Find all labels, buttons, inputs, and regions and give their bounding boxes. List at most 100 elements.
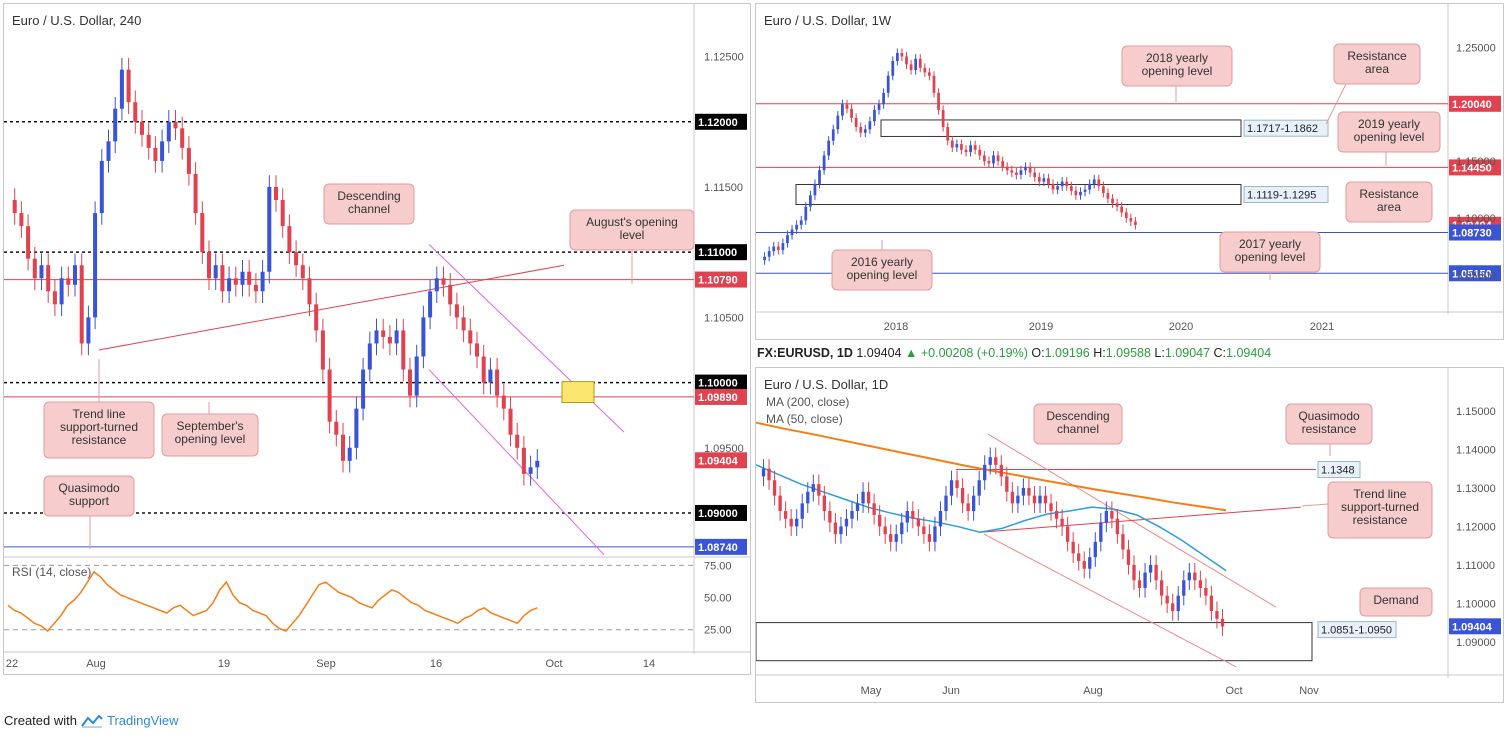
- weekly-callout-2018-box: [1121, 45, 1233, 87]
- daily-chart-svg[interactable]: 1.15000 1.14000 1.13000 1.12000 1.11000 1.100…: [756, 368, 1503, 702]
- weekly-candle: [946, 127, 950, 141]
- h4-level-tag-bg: [695, 388, 747, 405]
- tradingview-brand[interactable]: TradingView: [106, 713, 179, 728]
- h4-level-tag-bg: [695, 113, 747, 130]
- h4-candle: [93, 213, 98, 318]
- weekly-candle: [996, 155, 1000, 162]
- h4-candle: [468, 330, 473, 344]
- daily-candle: [1154, 564, 1158, 581]
- weekly-candle: [909, 64, 913, 71]
- daily-candle: [1005, 476, 1009, 492]
- low-label: L:: [1154, 346, 1165, 360]
- weekly-candle: [987, 161, 991, 164]
- h4-candle: [401, 330, 406, 370]
- daily-y-tick: 1.10000: [1456, 598, 1496, 610]
- weekly-candle: [882, 92, 885, 105]
- daily-candle: [866, 491, 871, 504]
- daily-callout-trendline-box: [1327, 481, 1433, 539]
- h4-candle: [535, 460, 540, 468]
- h4-candle: [26, 226, 31, 259]
- h4-candle: [193, 173, 198, 214]
- h4-candle: [461, 317, 466, 331]
- daily-x-tick: May: [861, 685, 882, 697]
- weekly-level-tag: 1.05150: [1452, 268, 1492, 280]
- weekly-candle: [790, 229, 794, 236]
- tradingview-logo-icon: [81, 714, 103, 728]
- h4-level-tag: 1.09890: [698, 392, 738, 404]
- h4-candle: [200, 213, 205, 253]
- weekly-candle: [886, 75, 890, 93]
- h4-chart-svg[interactable]: 1.12000 1.11000 1.10790 1.10000 1.09890 1.090…: [4, 4, 750, 674]
- weekly-x-tick: 2018: [884, 321, 908, 333]
- weekly-y-tick: 1.15000: [1456, 156, 1496, 168]
- daily-x-tick: Jun: [942, 685, 960, 697]
- h4-candle: [300, 265, 305, 279]
- weekly-candle: [895, 53, 899, 61]
- daily-demand-label: 1.0851-1.0950: [1321, 625, 1392, 637]
- h4-candle: [294, 252, 299, 266]
- daily-candle: [1021, 487, 1026, 496]
- daily-candle: [1165, 595, 1169, 604]
- daily-candle: [844, 518, 849, 527]
- weekly-candle: [1015, 172, 1018, 175]
- h4-candle: [206, 252, 212, 279]
- h4-candle: [126, 69, 131, 103]
- h4-callout-trendline-text: resistance: [72, 433, 127, 447]
- h4-x-tick: 22: [6, 658, 18, 670]
- h4-candle: [139, 121, 145, 135]
- h4-last-price-tag-bg: [695, 452, 747, 469]
- daily-candle: [1159, 580, 1164, 596]
- low-value: 1.09047: [1164, 346, 1211, 360]
- weekly-candle: [973, 145, 977, 150]
- weekly-candle: [992, 155, 995, 164]
- h4-candle: [273, 186, 279, 201]
- daily-candle: [938, 511, 943, 527]
- h4-level-tag-bg: [695, 374, 747, 391]
- h4-level-tag: 1.10000: [698, 378, 738, 390]
- daily-candle: [983, 464, 987, 481]
- daily-candle: [783, 511, 788, 519]
- h4-chart-panel[interactable]: 1.12000 1.11000 1.10790 1.10000 1.09890 1.090…: [3, 3, 751, 675]
- weekly-zone-label: 1.1717-1.1862: [1247, 123, 1318, 135]
- weekly-candle: [1115, 203, 1119, 207]
- daily-chart-panel[interactable]: 1.15000 1.14000 1.13000 1.12000 1.11000 1.100…: [755, 367, 1504, 703]
- weekly-candle: [863, 129, 867, 133]
- h4-candle: [354, 408, 359, 448]
- weekly-candle: [827, 140, 831, 156]
- weekly-candle: [859, 127, 863, 133]
- weekly-candle: [937, 92, 940, 110]
- weekly-callout-resistance-top-box: [1333, 43, 1421, 85]
- daily-x-tick: Oct: [1225, 685, 1242, 697]
- daily-candle: [822, 495, 827, 512]
- daily-candle: [772, 480, 777, 496]
- daily-demand-zone: [756, 622, 1313, 662]
- h4-candle: [113, 108, 118, 142]
- weekly-chart-panel[interactable]: 1.200401.144501.094041.087301.051501.250…: [755, 3, 1504, 340]
- daily-demand-label-bg: [1317, 621, 1397, 639]
- h4-y-tick: 1.09500: [704, 443, 744, 455]
- ma50-legend: MA (50, close): [766, 412, 843, 426]
- daily-x-tick: Aug: [1083, 685, 1103, 697]
- daily-y-tick: 1.14000: [1456, 444, 1496, 456]
- weekly-candle: [854, 117, 858, 128]
- daily-candle: [949, 480, 954, 496]
- weekly-candle: [767, 251, 771, 257]
- weekly-callout-2018-text: opening level: [1142, 64, 1213, 78]
- daily-candle: [1176, 595, 1180, 612]
- weekly-candle: [1047, 178, 1050, 184]
- daily-candle: [767, 468, 771, 481]
- weekly-chart-svg[interactable]: 1.200401.144501.094041.087301.051501.250…: [756, 4, 1503, 339]
- h4-candle: [186, 147, 191, 174]
- h4-y-tick: 1.10500: [704, 312, 744, 324]
- h4-x-tick: Oct: [545, 658, 562, 670]
- weekly-callout-resistance-mid-box: [1345, 181, 1433, 223]
- h4-y-tick: 1.12500: [704, 52, 744, 64]
- daily-callout-quasimodo-box: [1285, 403, 1373, 445]
- weekly-candle: [941, 109, 945, 128]
- h4-candle: [220, 265, 225, 292]
- weekly-candle: [1120, 206, 1124, 213]
- high-value: 1.09588: [1105, 346, 1151, 360]
- daily-candle: [1209, 595, 1214, 612]
- weekly-callout-2016-text: opening level: [847, 268, 918, 282]
- h4-candle: [407, 369, 413, 396]
